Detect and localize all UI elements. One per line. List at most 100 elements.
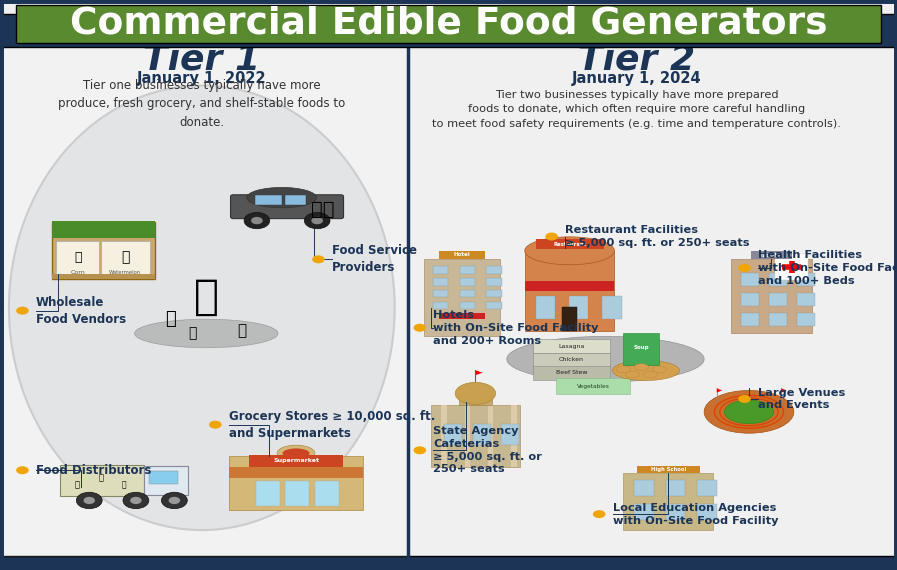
FancyBboxPatch shape	[149, 471, 178, 483]
FancyBboxPatch shape	[741, 293, 759, 306]
Text: 🍅: 🍅	[75, 480, 80, 489]
Text: Supermarket: Supermarket	[273, 458, 319, 463]
Circle shape	[16, 466, 29, 474]
FancyBboxPatch shape	[459, 290, 475, 298]
FancyBboxPatch shape	[602, 296, 622, 319]
FancyBboxPatch shape	[229, 467, 363, 478]
FancyBboxPatch shape	[285, 195, 307, 205]
FancyBboxPatch shape	[525, 251, 614, 331]
FancyBboxPatch shape	[634, 504, 654, 520]
FancyBboxPatch shape	[751, 251, 792, 259]
Text: Restaurant Facilities
≥ 5,000 sq. ft. or 250+ seats: Restaurant Facilities ≥ 5,000 sq. ft. or…	[565, 225, 750, 248]
FancyBboxPatch shape	[486, 278, 501, 286]
FancyBboxPatch shape	[797, 293, 815, 306]
FancyBboxPatch shape	[486, 266, 501, 274]
Text: Local Education Agencies
with On-Site Food Facility: Local Education Agencies with On-Site Fo…	[613, 503, 779, 526]
Text: State Agency
Cafeterias
≥ 5,000 sq. ft. or
250+ seats: State Agency Cafeterias ≥ 5,000 sq. ft. …	[433, 426, 542, 474]
FancyBboxPatch shape	[459, 266, 475, 274]
Text: Tier 1: Tier 1	[144, 43, 260, 77]
FancyBboxPatch shape	[797, 272, 815, 286]
Text: 🧀: 🧀	[238, 323, 247, 338]
Text: Beef Stew: Beef Stew	[555, 370, 588, 375]
Ellipse shape	[625, 371, 640, 378]
Text: January 1, 2022: January 1, 2022	[137, 71, 266, 86]
Text: Commercial Edible Food Generators: Commercial Edible Food Generators	[70, 6, 827, 42]
FancyBboxPatch shape	[634, 480, 654, 496]
FancyBboxPatch shape	[51, 221, 155, 238]
Text: Tier 2: Tier 2	[579, 43, 695, 77]
FancyBboxPatch shape	[144, 466, 188, 495]
FancyBboxPatch shape	[51, 274, 155, 279]
FancyBboxPatch shape	[769, 272, 787, 286]
Text: 🍉: 🍉	[121, 251, 129, 264]
Circle shape	[244, 213, 270, 229]
Ellipse shape	[135, 319, 278, 348]
Ellipse shape	[455, 382, 495, 404]
FancyBboxPatch shape	[533, 353, 609, 367]
FancyBboxPatch shape	[231, 195, 344, 219]
FancyBboxPatch shape	[440, 314, 484, 319]
Text: Restaurant: Restaurant	[553, 242, 586, 246]
FancyBboxPatch shape	[431, 405, 520, 467]
Text: Hotels
with On-Site Food Facility
and 200+ Rooms: Hotels with On-Site Food Facility and 20…	[433, 310, 599, 345]
Text: Grocery Stores ≥ 10,000 sq. ft.
and Supermarkets: Grocery Stores ≥ 10,000 sq. ft. and Supe…	[229, 410, 435, 439]
FancyBboxPatch shape	[459, 302, 475, 310]
FancyBboxPatch shape	[433, 302, 448, 310]
Ellipse shape	[525, 237, 614, 264]
FancyBboxPatch shape	[556, 378, 630, 394]
Circle shape	[209, 421, 222, 429]
Ellipse shape	[247, 188, 317, 208]
FancyBboxPatch shape	[459, 278, 475, 286]
Text: 👨‍🍳: 👨‍🍳	[311, 200, 335, 219]
FancyBboxPatch shape	[255, 195, 282, 205]
FancyBboxPatch shape	[424, 259, 500, 336]
Circle shape	[169, 497, 180, 504]
Text: High School: High School	[650, 467, 686, 471]
FancyBboxPatch shape	[637, 466, 700, 473]
Text: Tier one businesses typically have more
produce, fresh grocery, and shelf-stable: Tier one businesses typically have more …	[58, 79, 345, 129]
Ellipse shape	[612, 361, 680, 381]
Text: 🌽: 🌽	[74, 251, 82, 264]
Ellipse shape	[704, 390, 794, 433]
Circle shape	[738, 264, 751, 272]
Circle shape	[16, 307, 29, 315]
FancyBboxPatch shape	[623, 473, 713, 530]
FancyBboxPatch shape	[444, 424, 462, 446]
Text: 🥫: 🥫	[165, 310, 176, 328]
FancyBboxPatch shape	[473, 424, 491, 446]
Circle shape	[545, 233, 558, 241]
FancyBboxPatch shape	[433, 290, 448, 298]
FancyBboxPatch shape	[797, 313, 815, 326]
Text: Vegetables: Vegetables	[577, 384, 609, 389]
Text: Food Service
Providers: Food Service Providers	[332, 245, 417, 274]
Ellipse shape	[652, 366, 666, 373]
FancyBboxPatch shape	[486, 302, 501, 310]
Text: Food Distributors: Food Distributors	[36, 464, 152, 477]
FancyBboxPatch shape	[769, 293, 787, 306]
FancyBboxPatch shape	[256, 482, 280, 506]
FancyBboxPatch shape	[562, 307, 577, 331]
FancyBboxPatch shape	[60, 465, 144, 496]
Text: Lasagna: Lasagna	[558, 344, 585, 349]
FancyBboxPatch shape	[248, 455, 343, 467]
Circle shape	[304, 213, 330, 229]
Circle shape	[593, 510, 605, 518]
Text: 🥦: 🥦	[99, 473, 103, 482]
FancyBboxPatch shape	[769, 313, 787, 326]
FancyBboxPatch shape	[697, 504, 717, 520]
Circle shape	[311, 217, 323, 225]
FancyBboxPatch shape	[666, 504, 685, 520]
FancyBboxPatch shape	[775, 254, 807, 280]
Circle shape	[161, 492, 187, 508]
Text: Hospital: Hospital	[760, 253, 783, 258]
FancyBboxPatch shape	[666, 480, 685, 496]
FancyBboxPatch shape	[697, 480, 717, 496]
Ellipse shape	[277, 445, 315, 462]
Circle shape	[130, 497, 142, 504]
FancyBboxPatch shape	[741, 272, 759, 286]
FancyBboxPatch shape	[51, 222, 155, 279]
FancyBboxPatch shape	[486, 290, 501, 298]
FancyBboxPatch shape	[0, 556, 897, 570]
Circle shape	[83, 497, 95, 504]
Ellipse shape	[9, 86, 395, 530]
